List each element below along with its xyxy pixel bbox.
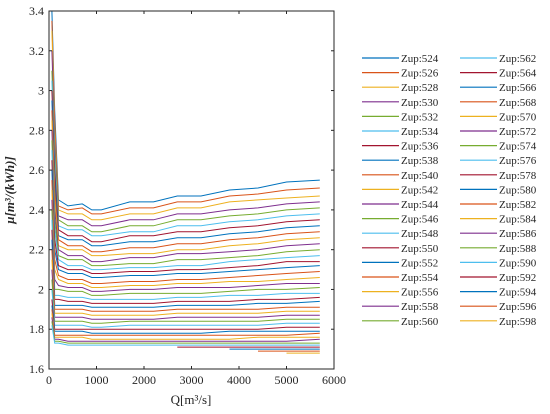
series-line-25 — [51, 279, 320, 324]
y-tick-label: 3 — [38, 84, 44, 98]
legend-label: Zup:556 — [401, 287, 439, 299]
legend-label: Zup:582 — [499, 199, 536, 211]
y-tick-label: 2.2 — [29, 243, 44, 257]
y-tick-label: 2 — [38, 282, 44, 296]
y-tick-label: 2.6 — [29, 163, 44, 177]
legend-label: Zup:584 — [499, 214, 537, 226]
x-axis-ticks: 0 1000 2000 3000 4000 5000 6000 — [46, 11, 346, 387]
series-line-28 — [51, 305, 320, 334]
x-tick-label: 1000 — [85, 373, 109, 387]
plot-lines — [51, 10, 320, 354]
series-line-11 — [51, 140, 320, 267]
series-line-14 — [51, 170, 320, 278]
y-tick-label: 1.6 — [29, 362, 44, 376]
x-tick-label: 3000 — [180, 373, 204, 387]
series-line-27 — [51, 299, 320, 330]
legend-label: Zup:544 — [401, 199, 439, 211]
legend-label: Zup:546 — [401, 214, 439, 226]
series-line-1 — [51, 20, 320, 215]
series-line-5 — [51, 80, 320, 237]
legend-label: Zup:536 — [401, 141, 439, 153]
legend-label: Zup:526 — [401, 68, 439, 80]
x-axis-label: Q[m³/s] — [171, 392, 212, 407]
legend-label: Zup:554 — [401, 272, 439, 284]
legend-label: Zup:578 — [499, 170, 537, 182]
x-tick-label: 6000 — [322, 373, 346, 387]
series-line-17 — [51, 199, 320, 292]
legend-label: Zup:560 — [401, 316, 439, 328]
legend-label: Zup:524 — [401, 53, 439, 65]
x-tick-label: 2000 — [132, 373, 156, 387]
series-line-21 — [51, 239, 320, 308]
series-line-32 — [51, 321, 320, 344]
legend-label: Zup:564 — [499, 68, 537, 80]
legend-label: Zup:574 — [499, 141, 537, 153]
legend-label: Zup:586 — [499, 228, 537, 240]
y-tick-label: 2.8 — [29, 123, 44, 137]
series-line-3 — [51, 50, 320, 227]
legend-label: Zup:598 — [499, 316, 537, 328]
series-line-8 — [51, 110, 320, 253]
legend-label: Zup:548 — [401, 228, 439, 240]
series-line-29 — [51, 309, 320, 336]
series-line-2 — [51, 30, 320, 221]
legend-label: Zup:592 — [499, 272, 536, 284]
legend-label: Zup:580 — [499, 184, 537, 196]
legend-label: Zup:558 — [401, 301, 439, 313]
series-line-19 — [51, 219, 320, 300]
series-line-22 — [51, 249, 320, 312]
y-axis-ticks: 1.6 1.8 2 2.2 2.4 2.6 2.8 3 3.2 3.4 — [29, 4, 334, 376]
legend-label: Zup:576 — [499, 155, 537, 167]
series-line-7 — [51, 100, 320, 247]
y-tick-label: 3.2 — [29, 44, 44, 58]
legend-label: Zup:562 — [499, 53, 536, 65]
series-line-13 — [51, 160, 320, 274]
legend-label: Zup:538 — [401, 155, 439, 167]
y-tick-label: 2.4 — [29, 203, 44, 217]
series-line-0 — [51, 10, 320, 211]
series-line-31 — [51, 317, 320, 342]
legend-label: Zup:566 — [499, 82, 537, 94]
series-line-15 — [51, 180, 320, 284]
series-line-6 — [51, 90, 320, 243]
series-line-30 — [51, 313, 320, 340]
legend-label: Zup:542 — [401, 184, 438, 196]
legend-label: Zup:530 — [401, 97, 439, 109]
legend-label: Zup:532 — [401, 111, 438, 123]
legend-label: Zup:534 — [401, 126, 439, 138]
series-line-10 — [51, 130, 320, 263]
x-tick-label: 0 — [46, 373, 52, 387]
legend-label: Zup:594 — [499, 287, 537, 299]
y-axis-label: μ[m³/(kWh)] — [2, 156, 17, 224]
series-line-20 — [51, 229, 320, 304]
legend-label: Zup:550 — [401, 243, 439, 255]
series-line-12 — [51, 150, 320, 271]
series-line-33 — [51, 325, 320, 346]
legend: Zup:524 Zup:526 Zup:528 Zup:530 Zup:532 Zup:5… — [362, 53, 537, 328]
legend-label: Zup:552 — [401, 257, 438, 269]
legend-label: Zup:528 — [401, 82, 439, 94]
legend-label: Zup:572 — [499, 126, 536, 138]
series-line-24 — [51, 269, 320, 320]
y-tick-label: 3.4 — [29, 4, 44, 18]
legend-label: Zup:588 — [499, 243, 537, 255]
series-line-16 — [51, 189, 320, 288]
legend-label: Zup:590 — [499, 257, 537, 269]
series-line-18 — [51, 209, 320, 296]
legend-label: Zup:596 — [499, 301, 537, 313]
series-line-4 — [51, 70, 320, 233]
legend-label: Zup:540 — [401, 170, 439, 182]
x-tick-label: 5000 — [275, 373, 299, 387]
legend-label: Zup:570 — [499, 111, 537, 123]
series-line-26 — [51, 289, 320, 328]
series-line-9 — [51, 120, 320, 257]
x-tick-label: 4000 — [227, 373, 251, 387]
legend-label: Zup:568 — [499, 97, 537, 109]
series-line-23 — [51, 259, 320, 316]
y-tick-label: 1.8 — [29, 322, 44, 336]
